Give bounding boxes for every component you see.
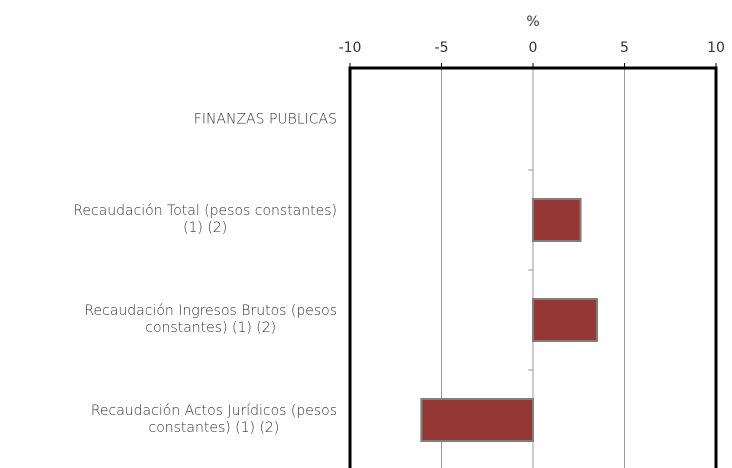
x-tick-label: 0 — [529, 40, 538, 56]
bar — [532, 198, 582, 242]
x-tick-label: -5 — [435, 40, 449, 56]
category-label: Recaudación Total (pesos constantes) (1)… — [73, 203, 337, 236]
category-label: Recaudación Ingresos Brutos (pesos const… — [84, 303, 337, 336]
bar — [420, 398, 534, 442]
x-tick-label: 10 — [707, 40, 725, 56]
bar — [532, 298, 599, 342]
category-label: Recaudación Actos Jurídicos (pesos const… — [90, 403, 337, 436]
category-label: FINANZAS PUBLICAS — [193, 111, 337, 128]
x-tick-label: 5 — [620, 40, 629, 56]
axis-label: % — [526, 14, 539, 30]
x-tick-label: -10 — [339, 40, 362, 56]
